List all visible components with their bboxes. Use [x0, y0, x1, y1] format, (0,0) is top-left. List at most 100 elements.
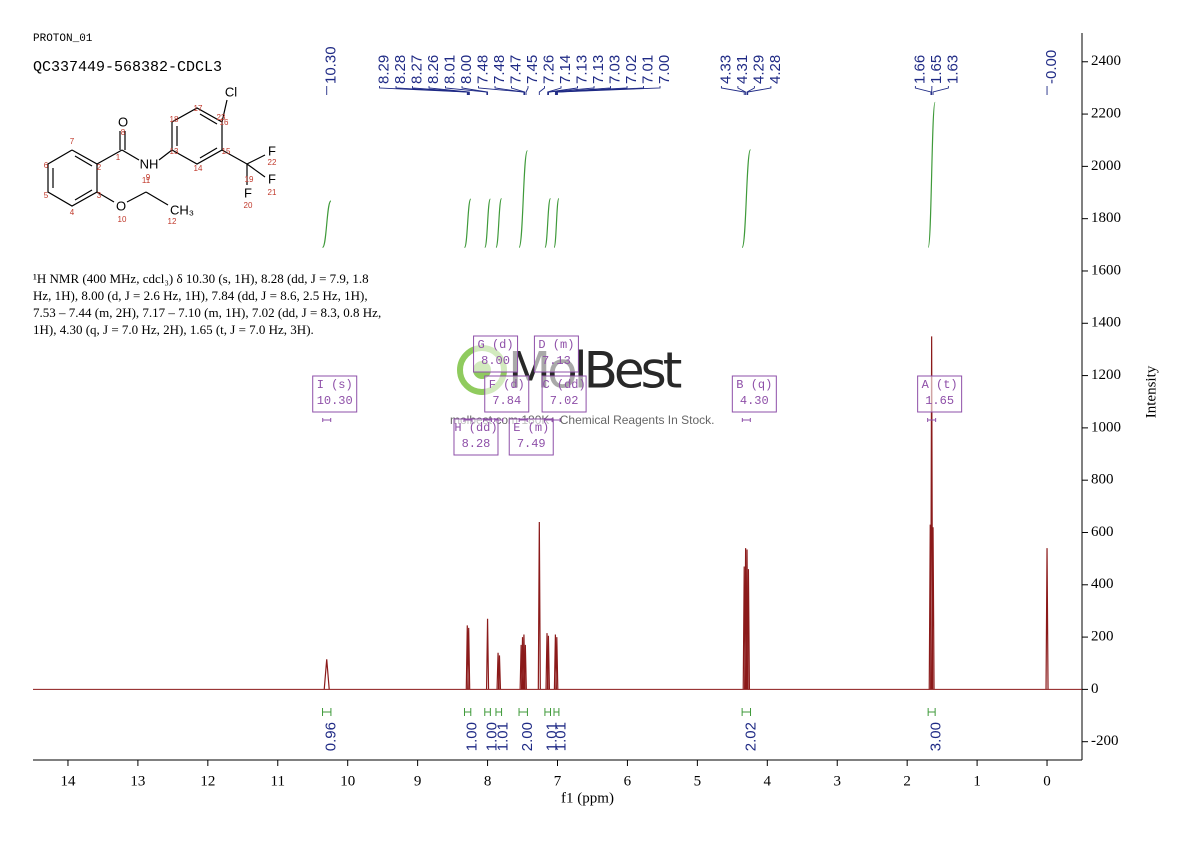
integral-bracket: [484, 708, 491, 716]
atom-number: 8: [121, 128, 126, 137]
bond: [47, 149, 98, 207]
atom-number: 18: [170, 115, 179, 124]
integral-label: 2.02: [742, 722, 759, 751]
bond: [96, 191, 115, 203]
integral-label: 1.01: [552, 722, 569, 751]
atom-number: 4: [70, 208, 75, 217]
atom-label: O: [116, 198, 126, 213]
integral-curve: [741, 149, 752, 249]
multiplet-shift: 7.02: [550, 394, 579, 408]
atom-label: F: [244, 185, 252, 200]
y-tick-label: 200: [1091, 629, 1114, 645]
atom-number: 9: [146, 173, 151, 182]
multiplet-shift: 4.30: [740, 394, 769, 408]
x-tick-label: 7: [554, 773, 562, 789]
peak: [523, 644, 527, 690]
peak-connector: [547, 86, 562, 95]
integral-curve: [463, 198, 472, 249]
x-tick-label: 13: [130, 773, 145, 789]
x-tick-label: 3: [833, 773, 841, 789]
peak-connector: [554, 86, 611, 95]
multiplet-shift: 7.49: [517, 437, 546, 451]
peak-connector: [914, 86, 932, 95]
y-tick-label: 1800: [1091, 210, 1121, 226]
header-sample: QC337449-568382-CDCL3: [33, 59, 222, 76]
structure: [47, 99, 266, 207]
multiplet-name: F (d): [489, 378, 525, 392]
multiplet-shift: 8.00: [481, 354, 510, 368]
peak-connector: [379, 86, 468, 95]
atom-number: 20: [244, 201, 253, 210]
multiplet-shift: 10.30: [317, 394, 353, 408]
peak-label: 8.28: [392, 55, 409, 84]
atom-label: F: [268, 143, 276, 158]
peak-label: 7.13: [590, 55, 607, 84]
atom-number: 1: [116, 153, 121, 162]
y-tick-label: 1600: [1091, 262, 1121, 278]
multiplet-box: [484, 375, 530, 413]
peak-connector: [557, 86, 661, 95]
peak: [555, 637, 559, 690]
multiplet-box: [473, 335, 519, 373]
integral-bracket: [927, 708, 936, 716]
bond: [221, 149, 248, 165]
peak-connector: [478, 86, 525, 95]
peak-label: 10.30: [323, 46, 340, 84]
bond: [246, 163, 266, 178]
multiplet-box: [508, 418, 554, 456]
bond: [199, 147, 218, 159]
peak-connector: [932, 86, 949, 95]
peak-label: 7.48: [491, 55, 508, 84]
y-tick-label: -200: [1091, 733, 1119, 749]
peak-label: 4.28: [767, 55, 784, 84]
atom-number: 14: [194, 164, 203, 173]
peak-label: 8.26: [425, 55, 442, 84]
atom-number: 15: [222, 147, 231, 156]
bond: [246, 154, 266, 165]
peak-label: 1.63: [944, 55, 961, 84]
peak: [546, 635, 551, 690]
y-tick-label: 1400: [1091, 315, 1121, 331]
peak-label: 7.47: [507, 55, 524, 84]
atom-number: 2: [97, 163, 102, 172]
peak-label: 1.65: [928, 55, 945, 84]
atom-number: 3: [97, 191, 102, 200]
y-tick-label: 2400: [1091, 53, 1121, 69]
multiplet-range: [483, 418, 493, 422]
bond: [96, 149, 123, 165]
multiplet-shift: 7.84: [492, 394, 521, 408]
atom-number: 7: [70, 137, 75, 146]
atom-label: CH₃: [170, 202, 194, 217]
multiplet-range: [518, 418, 528, 422]
x-tick-label: 10: [340, 773, 355, 789]
bond: [171, 107, 223, 165]
x-tick-label: 11: [271, 773, 285, 789]
integral-curve: [321, 200, 332, 249]
integral-bracket: [518, 708, 528, 716]
bond: [221, 99, 228, 123]
peak-label: 4.33: [717, 55, 734, 84]
y-tick-label: 1000: [1091, 419, 1121, 435]
peak-connector: [737, 86, 747, 95]
atom-number: 22: [268, 158, 277, 167]
multiplet-name: A (t): [922, 378, 958, 392]
peak-label: 1.66: [911, 55, 928, 84]
peak-label: 7.13: [573, 55, 590, 84]
peak-label: 8.29: [375, 55, 392, 84]
peak-connector: [428, 86, 470, 95]
multiplet-shift: 1.65: [925, 394, 954, 408]
header-id: PROTON_01: [33, 33, 93, 45]
integral-curve: [495, 197, 503, 249]
peak-connector: [511, 86, 526, 95]
multiplet-range: [463, 418, 473, 422]
multiplet-range: [551, 418, 561, 422]
peak-label: 7.48: [474, 55, 491, 84]
x-tick-label: 14: [60, 773, 76, 789]
atom-number: 5: [44, 191, 49, 200]
peak-connector: [525, 86, 529, 95]
x-tick-label: 5: [694, 773, 702, 789]
integral-label: 2.00: [519, 722, 536, 751]
multiplet-name: C (dd): [542, 378, 585, 392]
